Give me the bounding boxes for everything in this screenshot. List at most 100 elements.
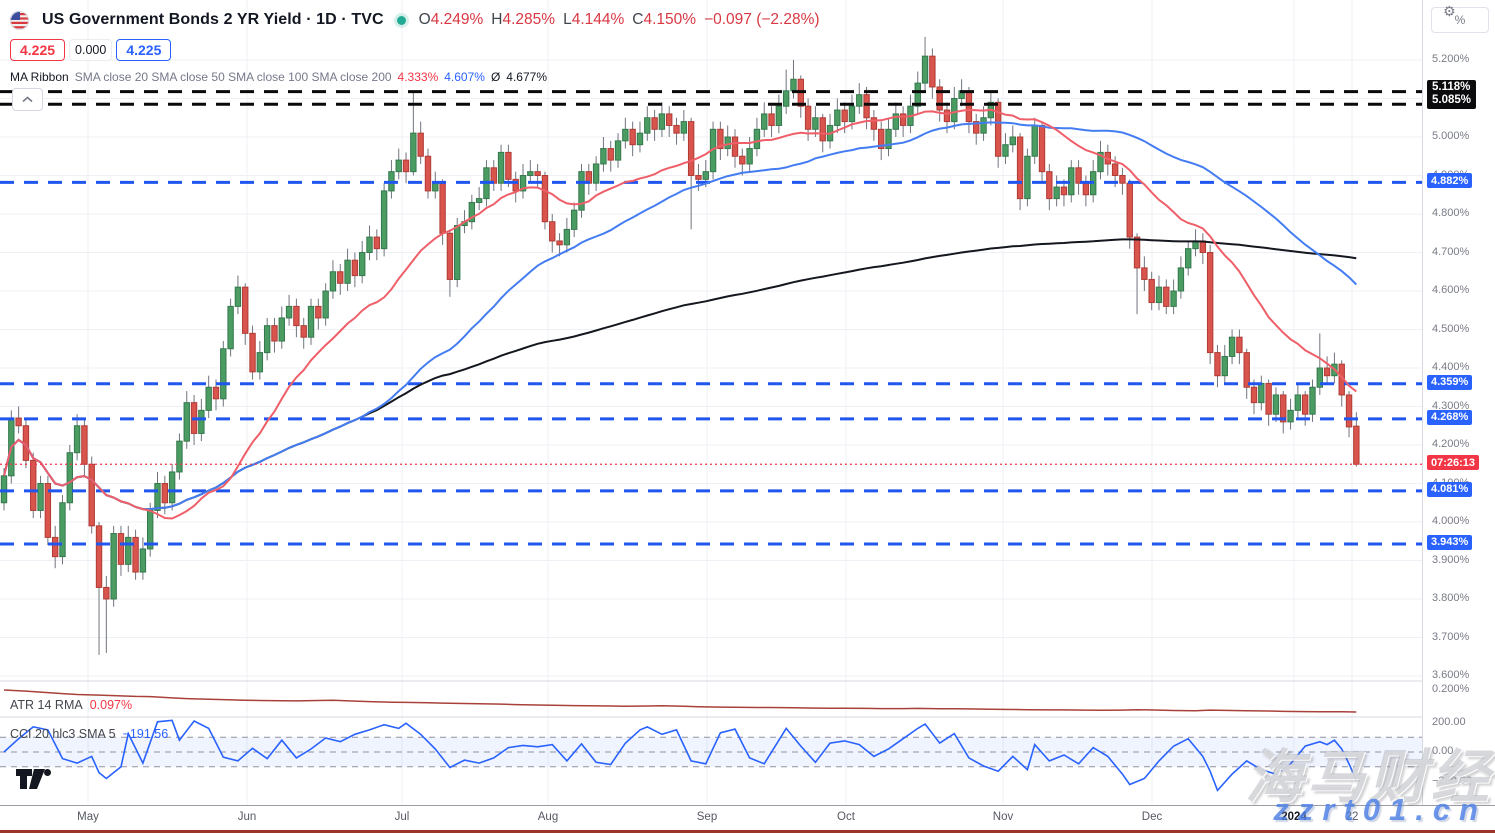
candle-up	[614, 140, 622, 161]
gear-icon[interactable]: ⚙	[1443, 3, 1456, 19]
candle-down	[819, 117, 826, 142]
candle-down	[15, 417, 22, 427]
high-value: 4.285%	[502, 11, 556, 28]
candle-up	[782, 90, 790, 107]
price-tick: 4.500%	[1432, 322, 1470, 335]
candle-up	[1155, 286, 1163, 304]
candle-up	[66, 452, 73, 504]
price-tick: 4.700%	[1432, 245, 1470, 258]
percent-scale-button[interactable]: %	[1431, 7, 1489, 33]
candle-up	[395, 159, 402, 173]
candle-up	[1002, 144, 1009, 157]
candle-down	[717, 128, 724, 150]
candle-down	[512, 178, 519, 192]
level-5118: 5.118%	[1432, 80, 1471, 93]
ma-ribbon-legend[interactable]: MA Ribbon SMA close 20 SMA close 50 SMA …	[10, 69, 547, 85]
time-label: May	[77, 811, 99, 823]
candle-down	[943, 109, 951, 123]
window-edge-strip	[0, 830, 1495, 833]
ma20-value: 4.333%	[397, 70, 439, 84]
candle-down	[117, 533, 125, 565]
market-status-icon[interactable]	[396, 15, 406, 25]
level-label-black: 5.118% 5.085%	[1427, 79, 1477, 109]
candle-down	[1148, 278, 1155, 304]
candle-up	[812, 117, 819, 130]
candle-down	[687, 121, 695, 176]
candle-up	[1031, 124, 1038, 157]
candle-down	[994, 101, 1002, 157]
time-axis[interactable]: May Jun Jul Aug Sep Oct Nov Dec 2024 22	[0, 805, 1495, 831]
candle-down	[1243, 352, 1250, 388]
candle-up	[856, 94, 863, 107]
candle-down	[739, 155, 746, 165]
candle-up	[110, 533, 117, 600]
candle-up	[1287, 409, 1294, 423]
tradingview-logo[interactable]	[16, 768, 52, 790]
ma-avg-prefix: Ø	[490, 70, 501, 84]
open-label: O	[418, 11, 431, 28]
sma20-line[interactable]	[3, 108, 1357, 520]
candle-up	[454, 225, 461, 280]
candle-down	[103, 586, 110, 600]
chart-plot-area[interactable]	[0, 0, 1422, 805]
candle-down	[242, 286, 249, 334]
candle-up	[592, 163, 600, 184]
atr-tick: 0.200%	[1432, 683, 1470, 695]
low-label: L	[563, 11, 572, 28]
candle-up	[914, 82, 921, 107]
cci-line[interactable]	[3, 719, 1358, 792]
candle-down	[965, 90, 973, 123]
time-label: Jul	[394, 811, 410, 823]
candle-up	[73, 425, 81, 454]
candle-up	[154, 483, 161, 511]
atr-legend[interactable]: ATR 14 RMA 0.097%	[10, 698, 132, 712]
candle-down	[212, 386, 220, 400]
symbol-title[interactable]: US Government Bonds 2 YR Yield · 1D · TV…	[42, 11, 384, 28]
candle-up	[234, 286, 242, 307]
candle-down	[505, 151, 512, 180]
price-tick: 3.900%	[1432, 553, 1470, 566]
atr-name: ATR 14 RMA	[10, 698, 83, 712]
candle-up	[753, 128, 761, 150]
candle-up	[432, 182, 439, 192]
collapse-legend-button[interactable]	[12, 88, 43, 111]
candle-down	[51, 536, 59, 558]
candle-up	[644, 117, 651, 134]
price-tick: 3.800%	[1432, 592, 1470, 604]
candle-up	[563, 228, 571, 246]
candle-up	[658, 113, 666, 130]
candle-down	[1323, 367, 1331, 377]
candle-up	[1097, 151, 1104, 173]
cci-legend[interactable]: CCI 20 hlc3 SMA 5 −191.56	[10, 727, 168, 741]
candle-up	[168, 471, 176, 504]
candle-up	[622, 128, 629, 142]
open-value: 4.249%	[430, 11, 484, 28]
sma50-line[interactable]	[3, 121, 1358, 511]
candle-down	[841, 109, 848, 123]
buy-button[interactable]: 4.225	[116, 38, 172, 61]
candle-down	[1016, 136, 1024, 200]
candle-up	[1272, 394, 1280, 415]
candle-down	[81, 425, 88, 465]
level-price-label: 4.359%	[1427, 374, 1473, 390]
close-label: C	[632, 11, 644, 28]
candle-up	[848, 105, 856, 123]
candle-up	[198, 409, 205, 434]
candle-down	[1236, 336, 1243, 354]
candle-down	[607, 148, 614, 161]
level-price-label: 4.882%	[1427, 173, 1473, 189]
candle-down	[1046, 171, 1053, 200]
atr-line[interactable]	[3, 689, 1357, 713]
price-axis[interactable]: % 5.118% 5.085% 5.200%5.000%4.900%4.800%…	[1422, 0, 1495, 805]
candle-up	[680, 121, 688, 134]
candle-down	[1038, 124, 1046, 173]
candle-up	[285, 305, 293, 319]
candle-up	[475, 198, 483, 203]
candle-down	[863, 94, 870, 119]
candle-up	[37, 483, 44, 511]
candle-down	[132, 536, 139, 573]
candle-down	[249, 332, 256, 373]
sell-button[interactable]: 4.225	[10, 38, 66, 61]
candle-up	[600, 148, 607, 165]
candle-up	[775, 105, 783, 126]
